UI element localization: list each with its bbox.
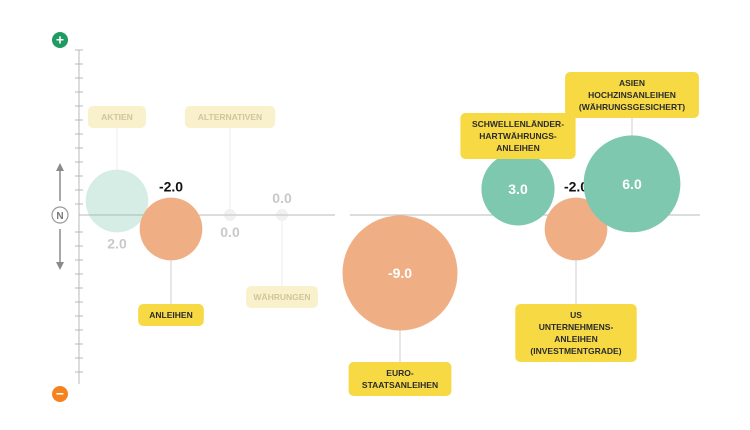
neutral-marker-icon <box>51 206 69 224</box>
bubble-6[interactable] <box>481 152 555 226</box>
bubble-8[interactable] <box>583 135 681 233</box>
value-label: 6.0 <box>622 176 642 192</box>
category-label-text: ANLEIHEN <box>496 143 539 153</box>
category-label-text: EURO- <box>386 368 414 378</box>
category-label-text: STAATSANLEIHEN <box>362 380 438 390</box>
value-label: 0.0 <box>220 224 240 240</box>
category-label-text: ANLEIHEN <box>554 334 597 344</box>
category-label-text: ANLEIHEN <box>149 310 192 320</box>
neutral-marker-label: N <box>56 211 63 222</box>
category-label-text: (INVESTMENTGRADE) <box>530 346 621 356</box>
category-label-text: UNTERNEHMENS- <box>539 322 614 332</box>
category-label-box <box>138 304 204 326</box>
category-label-text: ALTERNATIVEN <box>198 112 262 122</box>
value-label: 2.0 <box>107 235 127 251</box>
category-label-text: HARTWÄHRUNGS- <box>479 131 557 141</box>
value-label: -9.0 <box>388 265 412 281</box>
category-label-box <box>515 304 637 362</box>
category-label-box <box>184 106 276 128</box>
minus-button[interactable] <box>52 386 68 402</box>
category-label-text: WÄHRUNGEN <box>253 292 310 302</box>
category-label-text: US <box>570 310 582 320</box>
value-label: 0.0 <box>272 190 292 206</box>
up-arrow-icon <box>56 163 64 171</box>
category-label-box <box>348 362 452 396</box>
category-label-text: (WÄHRUNGSGESICHERT) <box>579 102 685 112</box>
category-label-text: AKTIEN <box>101 112 133 122</box>
plus-button[interactable] <box>52 32 68 48</box>
category-label-box <box>460 113 576 159</box>
bubble-2[interactable] <box>139 197 203 261</box>
minus-icon: − <box>56 386 64 402</box>
value-label: -2.0 <box>159 179 183 195</box>
plus-icon: + <box>56 32 64 48</box>
category-label-text: ASIEN <box>619 78 645 88</box>
bubble-1[interactable] <box>85 169 149 233</box>
category-label-box <box>246 286 318 308</box>
value-label: -2.0 <box>564 179 588 195</box>
category-label-text: HOCHZINSANLEIHEN <box>588 90 676 100</box>
bubble-7[interactable] <box>544 197 608 261</box>
category-label-text: SCHWELLENLÄNDER- <box>472 119 564 129</box>
category-label-box <box>88 106 146 128</box>
bubble-5[interactable] <box>342 215 458 331</box>
down-arrow-icon <box>56 262 64 270</box>
value-label: 3.0 <box>508 181 528 197</box>
bubble-4[interactable] <box>276 209 288 221</box>
bubble-3[interactable] <box>224 209 236 221</box>
category-label-box <box>565 72 699 118</box>
